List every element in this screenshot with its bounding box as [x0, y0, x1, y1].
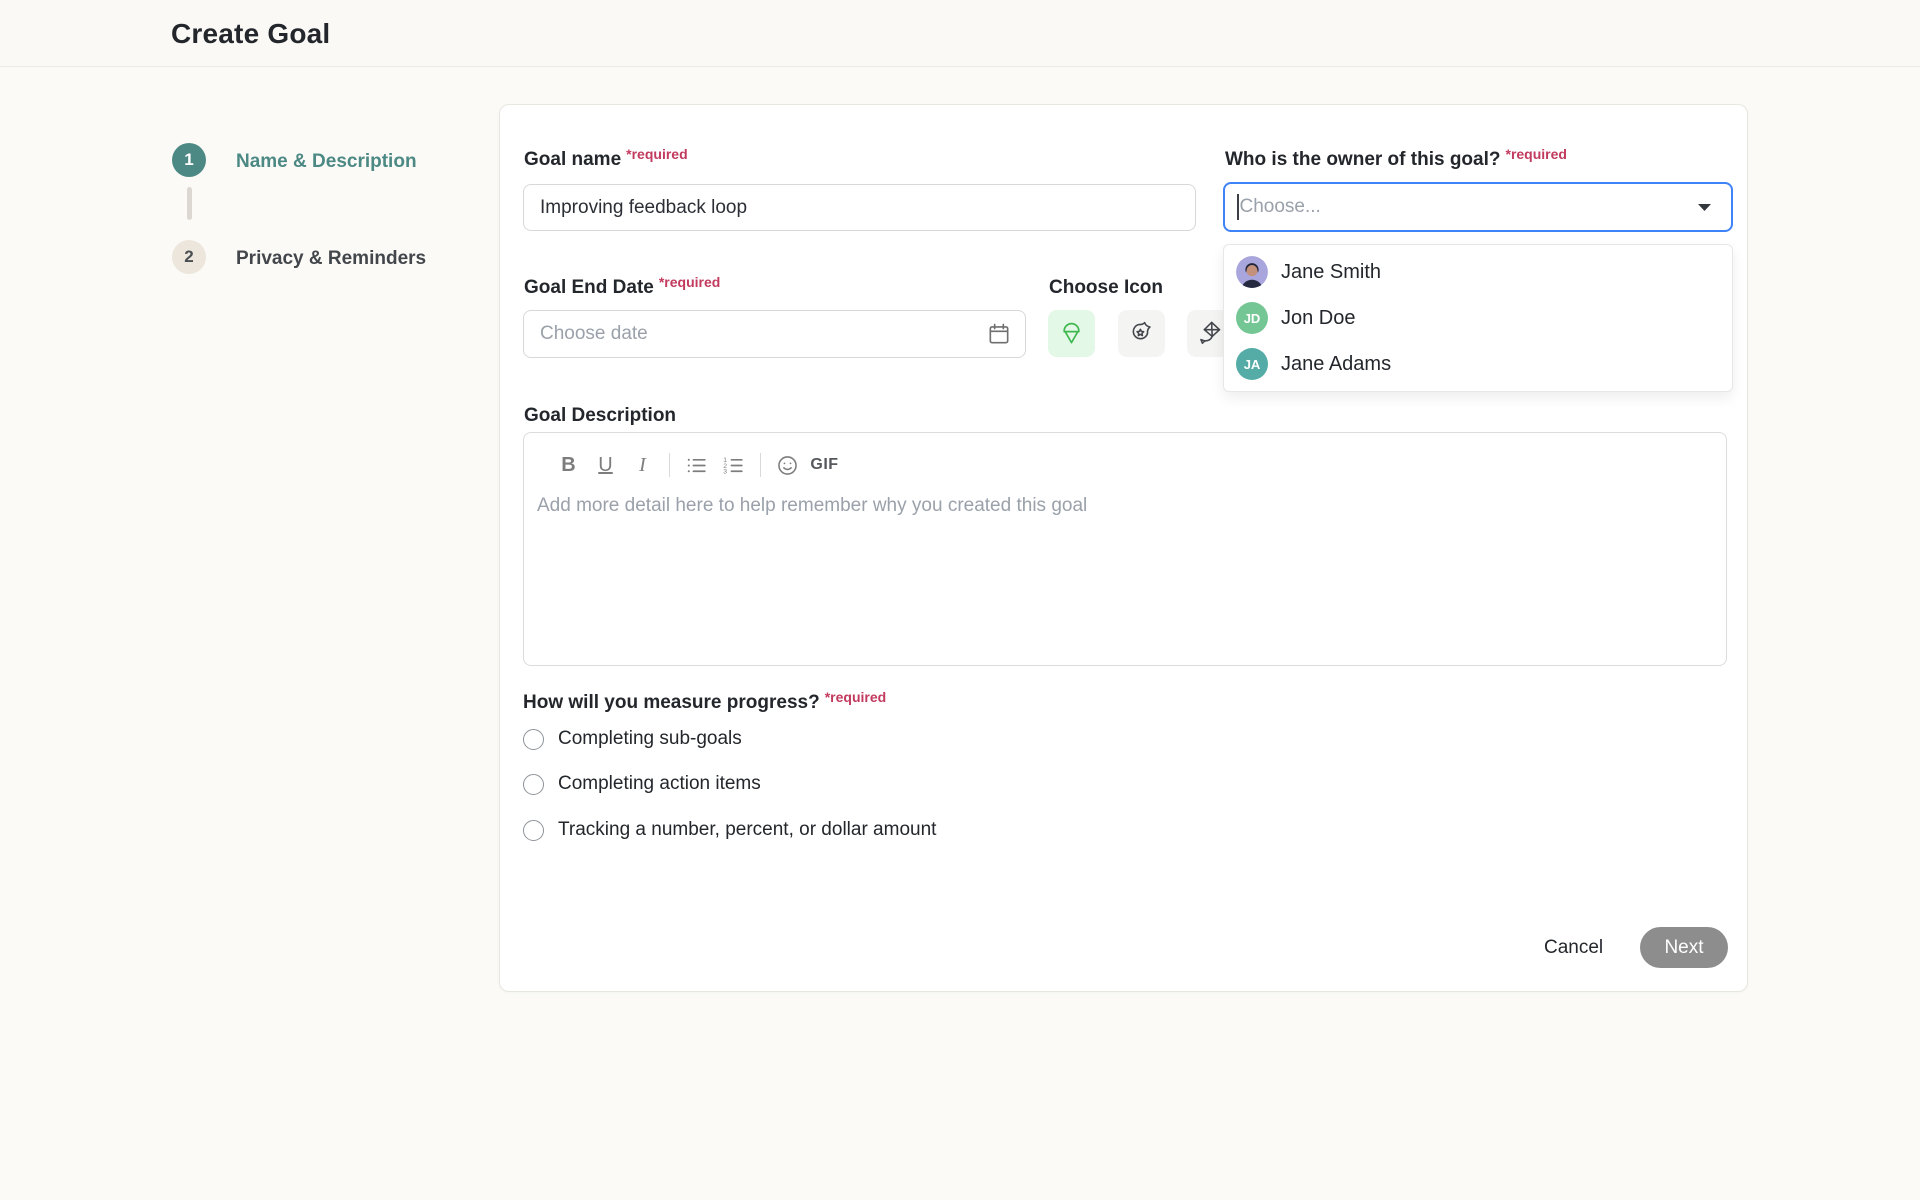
step-2-indicator[interactable]: 2 — [172, 240, 206, 274]
text-cursor — [1237, 194, 1239, 220]
gif-button[interactable]: GIF — [806, 456, 843, 474]
goal-end-date-label-text: Goal End Date — [524, 277, 654, 298]
step-1-indicator[interactable]: 1 — [172, 143, 206, 177]
svg-text:3: 3 — [723, 468, 727, 475]
italic-button[interactable]: I — [624, 454, 661, 477]
goal-name-label-text: Goal name — [524, 149, 622, 170]
goal-end-date-required-badge: *required — [658, 274, 721, 290]
goal-owner-placeholder: Choose... — [1239, 196, 1321, 217]
goal-description-editor[interactable]: B U I 1 2 3 — [523, 432, 1727, 666]
cancel-button[interactable]: Cancel — [1530, 927, 1617, 968]
owner-option-name: Jon Doe — [1281, 306, 1356, 329]
owner-option-jane-adams[interactable]: JA Jane Adams — [1224, 341, 1732, 387]
owner-option-name: Jane Adams — [1281, 352, 1392, 375]
rich-text-toolbar: B U I 1 2 3 — [524, 433, 1726, 481]
ice-cream-icon-button[interactable] — [1048, 310, 1095, 357]
sidebar-item-name-description[interactable]: Name & Description — [236, 151, 417, 172]
underline-button[interactable]: U — [587, 454, 624, 477]
radio-label: Completing sub-goals — [558, 728, 742, 749]
svg-text:2: 2 — [723, 462, 727, 469]
stepper-connector — [187, 187, 192, 220]
goal-owner-required-badge: *required — [1505, 146, 1567, 162]
avatar-initials: JA — [1243, 356, 1261, 372]
goal-end-date-field — [523, 310, 1026, 358]
radio-button[interactable] — [523, 728, 544, 750]
step-2-number: 2 — [184, 247, 194, 266]
avatar — [1236, 256, 1268, 288]
bullet-list-button[interactable] — [678, 453, 715, 478]
goal-end-date-label: Goal End Date *required — [524, 274, 721, 299]
goal-name-required-badge: *required — [626, 146, 688, 162]
avatar-initials: JD — [1243, 310, 1261, 326]
choose-icon-label: Choose Icon — [1049, 277, 1164, 298]
owner-option-jon-doe[interactable]: JD Jon Doe — [1224, 295, 1732, 341]
goal-description-placeholder: Add more detail here to help remember wh… — [537, 495, 1088, 516]
radio-label: Completing action items — [558, 773, 761, 794]
goal-description-label: Goal Description — [524, 405, 677, 426]
bold-button[interactable]: B — [550, 454, 587, 477]
owner-option-name: Jane Smith — [1281, 260, 1382, 283]
kite-icon — [1197, 319, 1224, 349]
numbered-list-button[interactable]: 1 2 3 — [715, 453, 752, 478]
svg-text:1: 1 — [723, 456, 727, 463]
goal-owner-combobox[interactable]: Choose... — [1223, 182, 1733, 232]
radio-tracking-number[interactable]: Tracking a number, percent, or dollar am… — [523, 819, 936, 841]
sidebar-item-privacy-reminders[interactable]: Privacy & Reminders — [236, 248, 427, 269]
owner-option-jane-smith[interactable]: Jane Smith — [1224, 249, 1732, 295]
goal-owner-label-text: Who is the owner of this goal? — [1225, 149, 1501, 170]
page-header: Create Goal — [0, 0, 1920, 67]
measure-progress-label: How will you measure progress? *required — [523, 689, 887, 714]
radio-completing-sub-goals[interactable]: Completing sub-goals — [523, 728, 742, 750]
goal-owner-label: Who is the owner of this goal? *required — [1225, 146, 1567, 171]
measure-progress-required-badge: *required — [824, 689, 887, 705]
goal-name-input[interactable] — [523, 184, 1196, 231]
radio-button[interactable] — [523, 773, 544, 795]
goal-name-label: Goal name *required — [524, 146, 688, 171]
goal-form-card: Goal name*required Who is the owner of t… — [499, 104, 1748, 992]
avatar: JA — [1236, 348, 1268, 380]
toolbar-divider — [669, 453, 670, 477]
goal-owner-dropdown: Jane Smith JD Jon Doe JA Jane Adams — [1223, 244, 1733, 392]
chevron-down-icon[interactable] — [1696, 202, 1713, 213]
goal-end-date-input[interactable] — [523, 310, 1026, 358]
comet-icon — [1128, 319, 1155, 349]
radio-label: Tracking a number, percent, or dollar am… — [558, 819, 937, 840]
radio-completing-action-items[interactable]: Completing action items — [523, 773, 761, 795]
page-title: Create Goal — [171, 18, 331, 49]
next-button[interactable]: Next — [1640, 927, 1728, 968]
toolbar-divider — [760, 453, 761, 477]
avatar: JD — [1236, 302, 1268, 334]
radio-button[interactable] — [523, 819, 544, 841]
step-1-number: 1 — [184, 150, 194, 169]
emoji-button[interactable] — [769, 453, 806, 478]
comet-icon-button[interactable] — [1118, 310, 1165, 357]
ice-cream-icon — [1058, 319, 1085, 349]
measure-progress-label-text: How will you measure progress? — [523, 692, 820, 713]
